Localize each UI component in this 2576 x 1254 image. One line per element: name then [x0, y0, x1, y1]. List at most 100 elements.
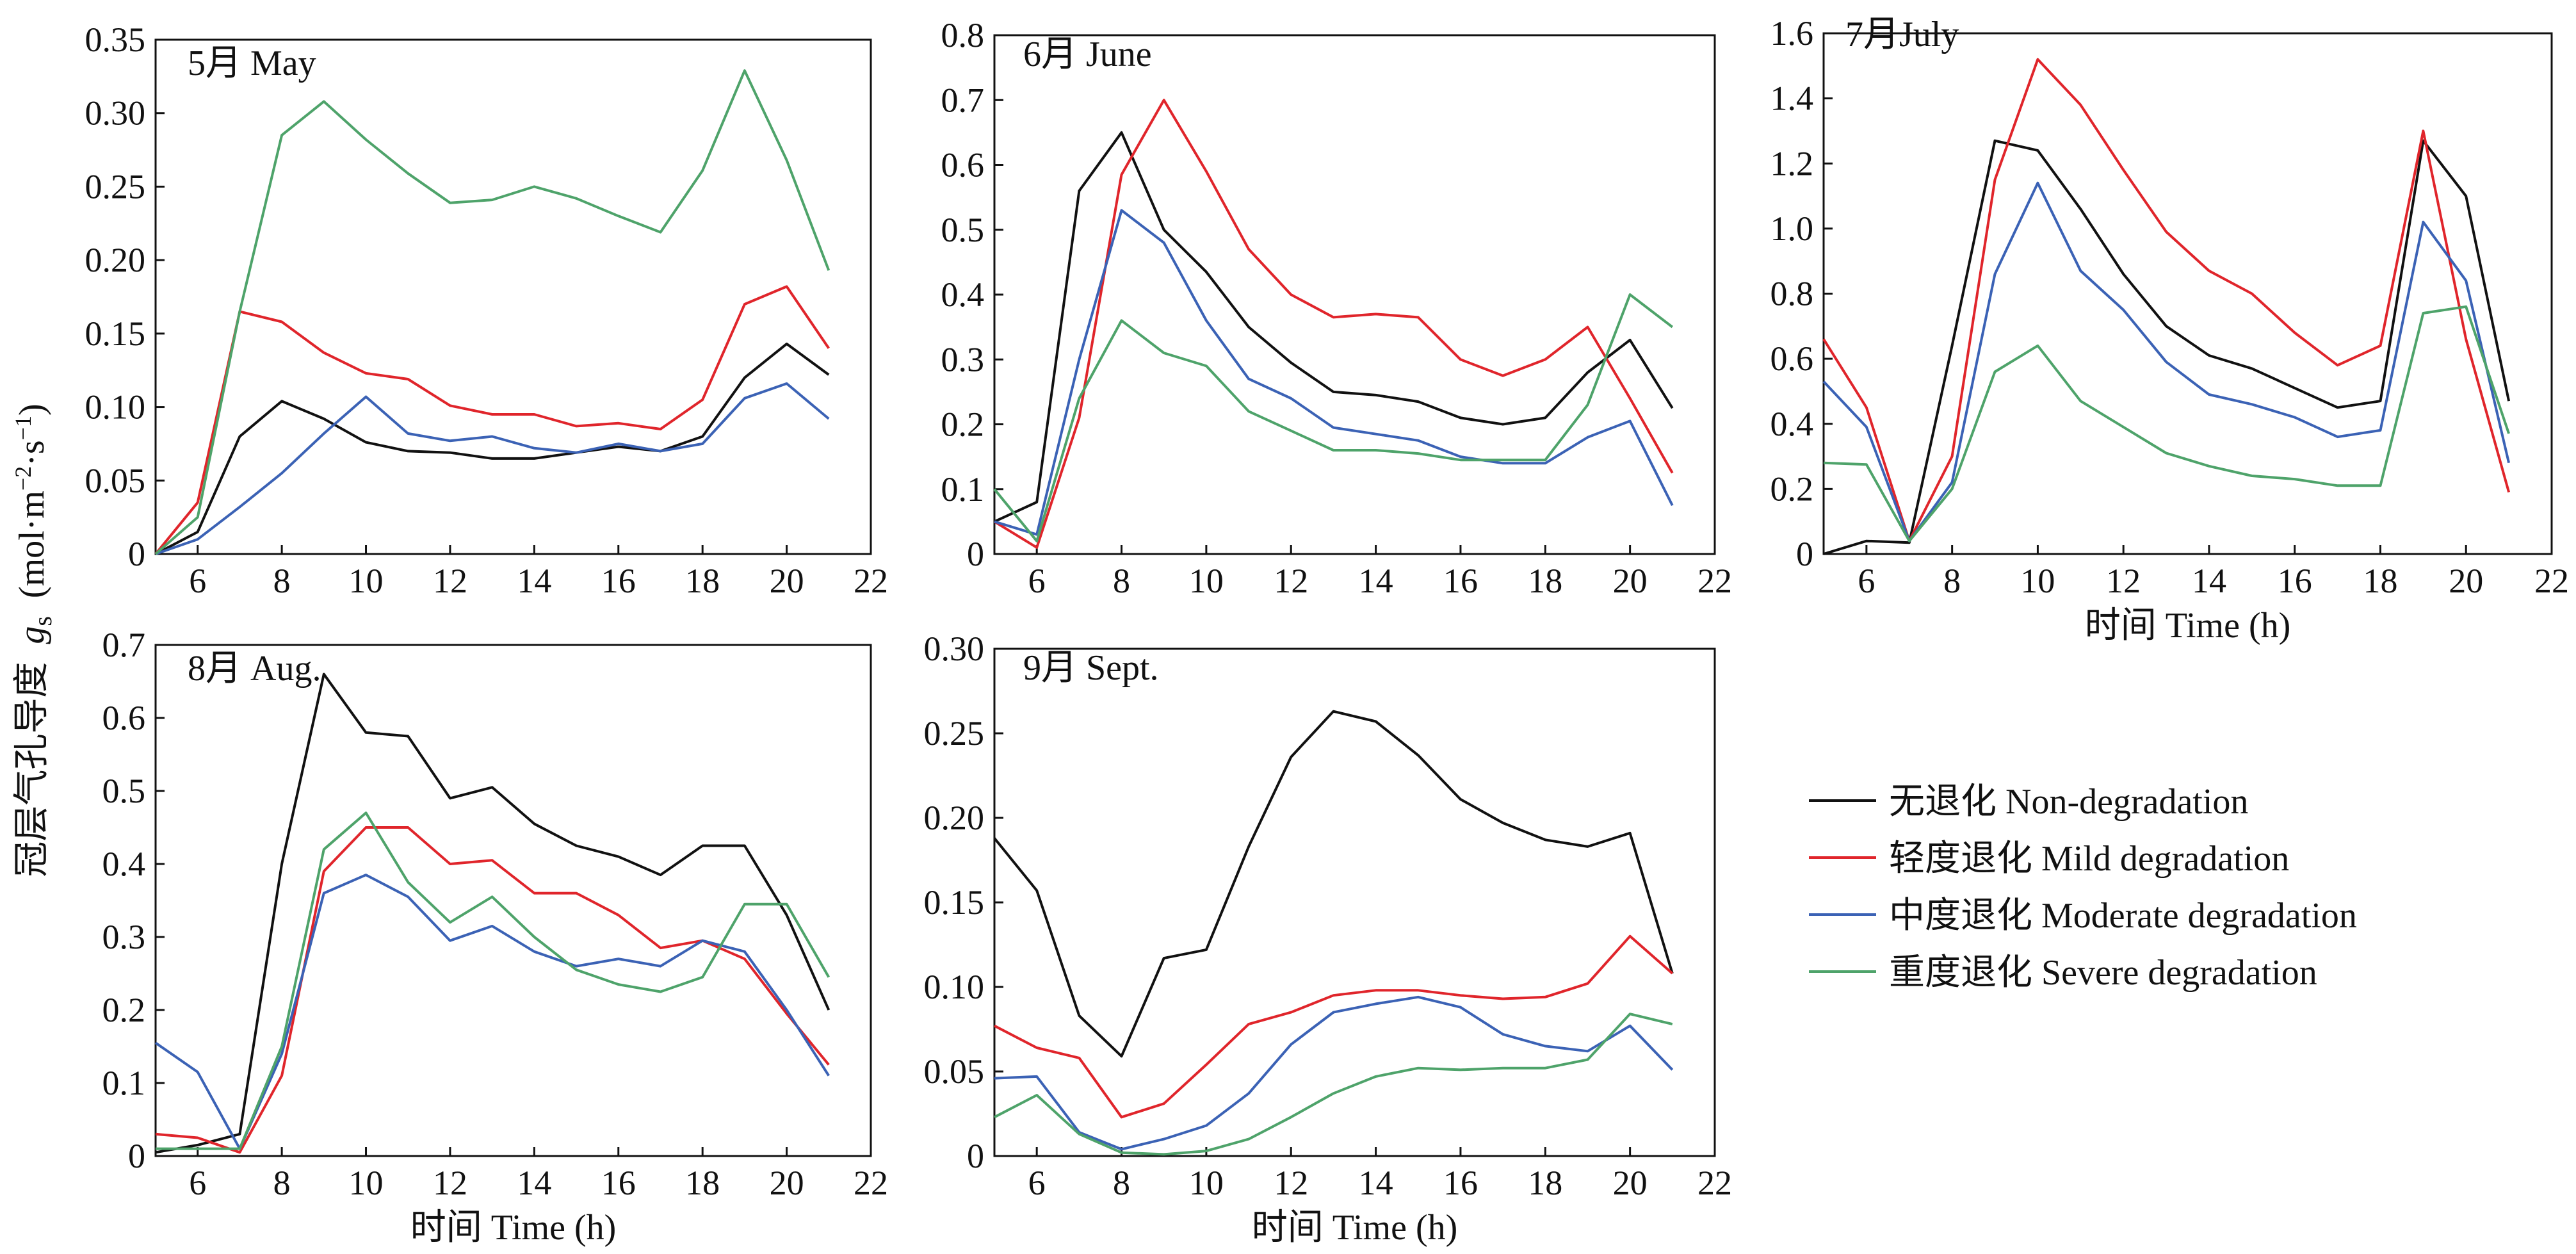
series-line: [1822, 58, 2511, 542]
x-tick-label: 10: [1189, 1164, 1224, 1202]
y-tick-label: 0.7: [102, 626, 146, 664]
x-tick-label: 16: [2278, 562, 2312, 600]
y-axis-title-symbol: g: [12, 626, 52, 644]
panel-title: 7月July: [1845, 15, 1959, 54]
x-tick-label: 10: [349, 1164, 384, 1202]
x-tick-label: 18: [1528, 1164, 1562, 1202]
x-tick-label: 6: [1028, 562, 1046, 600]
y-axis-title-unit-exp2: −1: [10, 416, 36, 440]
x-tick-label: 22: [854, 1164, 888, 1202]
x-tick-label: 18: [2363, 562, 2397, 600]
y-tick-label: 0: [967, 1137, 984, 1175]
y-tick-label: 0.3: [102, 918, 146, 956]
legend-item: 重度退化 Severe degradation: [1809, 953, 2317, 993]
y-tick-label: 0: [967, 535, 984, 573]
chart-panel: 0 0.05 0.10 0.15 0.20 0.25 0.30 6 8 10 12 14 16 18 20 2…: [924, 630, 1733, 1248]
x-tick-label: 20: [1613, 1164, 1648, 1202]
series-line: [154, 69, 830, 555]
y-tick-label: 1.6: [1770, 14, 1814, 53]
y-tick-label: 0.4: [941, 275, 985, 314]
y-tick-label: 0.2: [102, 991, 146, 1029]
x-tick-label: 18: [685, 562, 720, 600]
x-tick-label: 14: [517, 562, 551, 600]
legend-item: 无退化 Non-degradation: [1809, 782, 2248, 822]
panel-title: 8月 Aug.: [188, 649, 321, 688]
chart-panel: 0 0.05 0.10 0.15 0.20 0.25 0.30 0.35 6 8 10 12 14 16 1…: [85, 20, 889, 600]
legend-label: 无退化 Non-degradation: [1889, 782, 2248, 822]
x-tick-label: 10: [2020, 562, 2055, 600]
legend-item: 轻度退化 Mild degradation: [1809, 839, 2289, 879]
plot-frame: [154, 644, 872, 1157]
y-tick-label: 0: [128, 535, 145, 573]
chart-panel: 0 0.1 0.2 0.3 0.4 0.5 0.6 0.7 0.8 6 8 10 12 14 16 18 20 2…: [941, 16, 1733, 600]
series-line: [1823, 305, 2510, 542]
panel-title: 6月 June: [1023, 35, 1152, 74]
x-axis-title: 时间 Time (h): [2085, 606, 2291, 646]
x-tick-label: 8: [1943, 562, 1961, 600]
series-line: [155, 382, 830, 555]
series-line: [1822, 181, 2511, 542]
x-tick-label: 8: [1113, 1164, 1130, 1202]
y-tick-label: 0.05: [924, 1052, 985, 1091]
svg-text:冠层气孔导度 gs (mol·m−2: 冠层气孔导度 gs (mol·m−2·s−1): [10, 403, 60, 877]
y-tick-label: 0.4: [102, 845, 146, 883]
y-axis-title-unit-mid: ·s: [12, 440, 52, 466]
y-tick-label: 1.2: [1770, 144, 1814, 183]
y-tick-label: 0.8: [1770, 275, 1814, 313]
x-tick-label: 18: [685, 1164, 720, 1202]
panel-title: 5月 May: [188, 44, 316, 83]
panel-title: 9月 Sept.: [1023, 648, 1159, 688]
x-axis-title: 时间 Time (h): [1252, 1208, 1458, 1248]
legend-item: 中度退化 Moderate degradation: [1809, 896, 2357, 936]
x-tick-label: 6: [1028, 1164, 1046, 1202]
x-tick-label: 14: [1359, 562, 1393, 600]
y-tick-label: 0.20: [924, 799, 985, 837]
y-tick-label: 0.20: [85, 241, 146, 279]
y-tick-label: 1.0: [1770, 209, 1814, 248]
y-tick-label: 0.5: [102, 772, 146, 810]
x-tick-label: 6: [189, 562, 206, 600]
x-tick-label: 6: [1858, 562, 1875, 600]
series-line: [155, 342, 830, 555]
y-tick-label: 0.5: [941, 211, 985, 249]
series-line: [154, 874, 830, 1150]
series-line: [993, 710, 1674, 1058]
x-tick-label: 8: [1113, 562, 1130, 600]
x-tick-label: 8: [273, 562, 291, 600]
x-tick-label: 12: [433, 562, 467, 600]
y-tick-label: 0.1: [941, 470, 985, 509]
legend-label: 重度退化 Severe degradation: [1889, 953, 2317, 993]
x-tick-label: 10: [349, 562, 384, 600]
x-tick-label: 20: [1613, 562, 1648, 600]
y-tick-label: 0: [1796, 535, 1813, 573]
y-axis-title-unit: (mol·m: [12, 491, 52, 598]
y-tick-label: 0.6: [1770, 339, 1814, 378]
y-tick-label: 0.05: [85, 461, 146, 500]
series-line: [993, 293, 1674, 542]
x-tick-label: 16: [1443, 562, 1478, 600]
legend-label: 中度退化 Moderate degradation: [1889, 896, 2357, 936]
x-tick-label: 8: [273, 1164, 291, 1202]
series-line: [994, 209, 1674, 536]
x-tick-label: 16: [601, 1164, 636, 1202]
y-axis-title-unit-exp1: −2: [10, 466, 36, 491]
plot-frame: [154, 38, 872, 555]
y-tick-label: 0.35: [85, 20, 146, 59]
y-tick-label: 0.1: [102, 1064, 146, 1102]
series-line: [156, 811, 830, 1150]
y-tick-label: 0.7: [941, 81, 985, 119]
x-tick-label: 20: [770, 1164, 804, 1202]
x-tick-label: 16: [601, 562, 636, 600]
x-tick-label: 22: [2534, 562, 2569, 600]
y-tick-label: 0.15: [924, 883, 985, 922]
x-tick-label: 12: [433, 1164, 467, 1202]
series-line: [994, 995, 1674, 1151]
chart-panel: 0 0.1 0.2 0.3 0.4 0.5 0.6 0.7 6 8 10 12 14 16 18 20 22 8月…: [102, 626, 889, 1248]
x-tick-label: 14: [517, 1164, 551, 1202]
x-tick-label: 20: [2449, 562, 2483, 600]
series-line: [154, 285, 830, 555]
y-axis-title-subscript: s: [28, 616, 57, 626]
x-tick-label: 22: [1697, 562, 1732, 600]
x-tick-label: 16: [1443, 1164, 1478, 1202]
